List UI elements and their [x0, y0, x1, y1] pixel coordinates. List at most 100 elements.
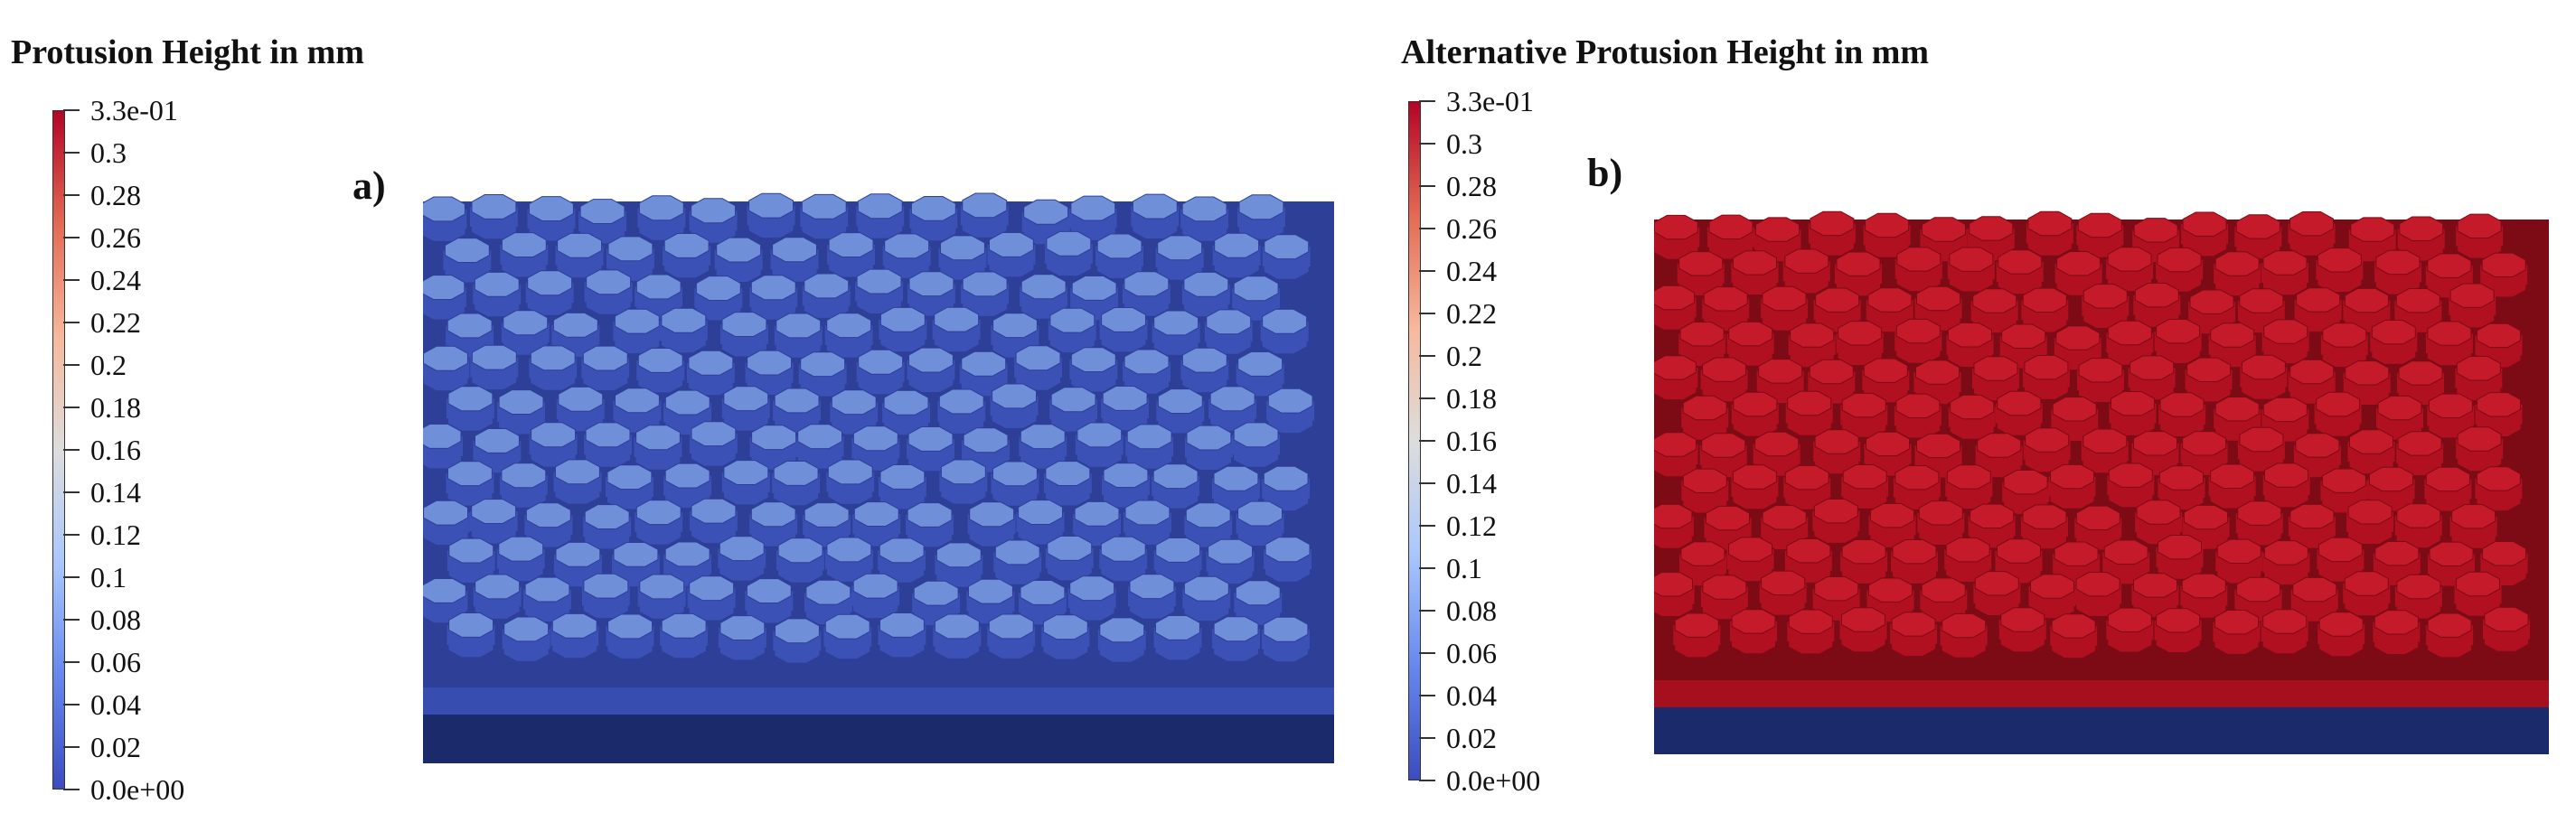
protrusion [1019, 424, 1067, 469]
surface-base [423, 715, 1334, 763]
tick-label: 0.12 [1446, 509, 1497, 542]
protrusion [990, 383, 1039, 428]
protrusion [473, 271, 522, 317]
protrusion [1782, 248, 1830, 294]
protrusion [1237, 194, 1285, 239]
tick-label: 0.14 [1446, 467, 1497, 500]
tick-label: 0.2 [1446, 340, 1482, 372]
protrusion [879, 306, 927, 352]
protrusion [1787, 609, 1835, 654]
protrusion [1673, 612, 1721, 658]
tick-mark [63, 534, 80, 536]
protrusion [1944, 537, 1992, 582]
protrusion [1654, 432, 1698, 477]
protrusion [907, 426, 954, 472]
protrusion [635, 500, 683, 545]
protrusion [718, 615, 766, 660]
protrusion [1069, 347, 1118, 392]
protrusion [2237, 426, 2285, 472]
protrusion [993, 539, 1042, 584]
protrusion [2317, 537, 2364, 582]
protrusion [1894, 318, 1942, 363]
protrusion [2074, 572, 2122, 616]
protrusion [446, 461, 494, 506]
protrusion [1681, 468, 1729, 513]
protrusion [959, 350, 1008, 397]
protrusion [2180, 573, 2228, 618]
protrusion [1995, 538, 2043, 584]
protrusion [1654, 214, 1700, 259]
protrusion [2107, 463, 2155, 508]
protrusion [663, 233, 711, 278]
protrusion [581, 345, 630, 390]
protrusion [1707, 214, 1754, 259]
protrusion [2261, 609, 2308, 654]
protrusion [2214, 251, 2261, 296]
protrusion [803, 502, 851, 547]
protrusion [2424, 466, 2472, 511]
protrusion [2475, 466, 2523, 511]
tick-label: 0.2 [90, 349, 127, 381]
protrusion [2449, 504, 2497, 548]
protrusion [721, 460, 770, 505]
protrusion [749, 501, 798, 547]
protrusion [1836, 321, 1884, 365]
protrusion [1095, 233, 1143, 278]
protrusion [2320, 322, 2368, 368]
tick-mark [1419, 610, 1435, 612]
protrusion [524, 502, 573, 547]
protrusion [967, 501, 1016, 547]
protrusion [938, 235, 987, 280]
protrusion [2262, 540, 2310, 585]
protrusion [1181, 271, 1230, 317]
protrusion [1185, 425, 1233, 470]
protrusion [443, 238, 492, 283]
protrusion [830, 389, 879, 435]
panel-b: Alternative Protusion Height in mm 3.3e-… [1401, 0, 2576, 813]
protrusion [2021, 287, 2069, 332]
tick-label: 0.14 [90, 476, 141, 509]
protrusion [1973, 571, 2021, 615]
tick-mark [1419, 737, 1435, 739]
protrusion [1266, 388, 1315, 434]
protrusion [773, 618, 822, 663]
tick-mark [63, 789, 80, 790]
protrusion [1131, 193, 1180, 238]
protrusion [501, 310, 550, 355]
protrusion [2426, 612, 2474, 658]
protrusion [446, 386, 494, 431]
protrusion [907, 271, 955, 316]
protrusion [1785, 390, 1833, 435]
protrusion [1761, 285, 1809, 331]
protrusion [935, 542, 983, 587]
protrusion [1841, 464, 1889, 509]
protrusion [1153, 615, 1202, 660]
protrusion [991, 461, 1039, 506]
protrusion [1995, 390, 2043, 435]
protrusion [553, 541, 602, 587]
protrusion [987, 232, 1036, 277]
protrusion [882, 389, 930, 435]
protrusion [1890, 612, 1938, 657]
protrusion [882, 233, 931, 278]
protrusion [1236, 351, 1284, 397]
protrusion [2182, 504, 2230, 549]
protrusion [1862, 358, 1910, 403]
tick-mark [1419, 440, 1435, 442]
protrusion [2156, 535, 2204, 579]
protrusion [636, 348, 685, 393]
protrusion [749, 275, 798, 320]
tick-label: 0.06 [1446, 637, 1497, 669]
protrusion [795, 424, 844, 469]
protrusion [423, 578, 468, 623]
protrusion [878, 537, 926, 583]
tick-label: 0.08 [90, 603, 141, 636]
tick-mark [63, 237, 80, 238]
protrusion [1075, 422, 1123, 467]
protrusion [2346, 500, 2394, 544]
protrusion [1180, 196, 1229, 241]
protrusion [637, 195, 686, 240]
protrusion [1808, 210, 1856, 256]
protrusion [1099, 536, 1148, 582]
protrusion [2076, 212, 2124, 257]
